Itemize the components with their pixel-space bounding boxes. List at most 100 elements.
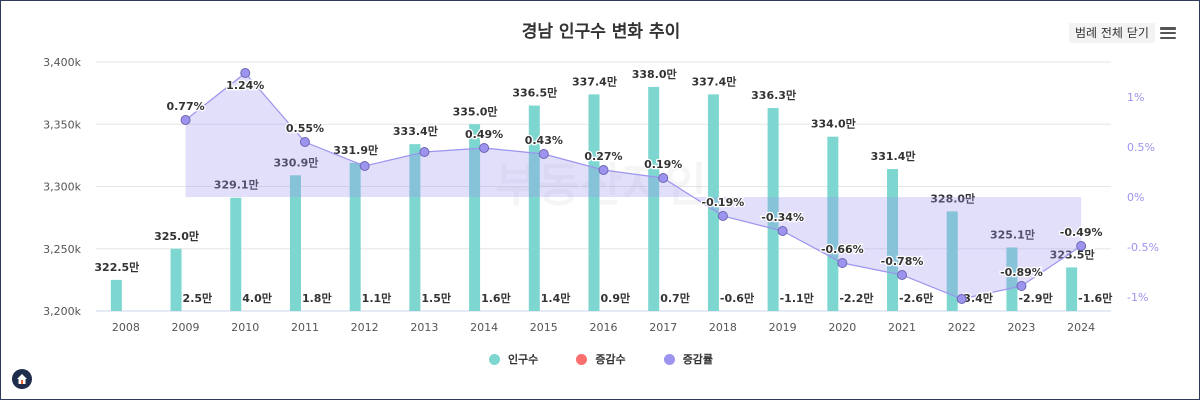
rate-point: [299, 137, 310, 147]
population-label: 338.0만: [632, 67, 677, 81]
population-label: 325.1만: [990, 228, 1035, 242]
rate-label: -0.66%: [821, 243, 864, 256]
population-bar: [1066, 267, 1078, 311]
population-label: 336.5만: [512, 86, 557, 100]
population-bar: [767, 108, 779, 311]
population-label: 325.0만: [154, 229, 199, 243]
x-axis-tick: 2020: [828, 321, 856, 334]
rate-point: [837, 258, 848, 268]
x-axis-tick: 2012: [351, 321, 379, 334]
rate-label: 1.24%: [226, 79, 264, 92]
rate-point: [598, 165, 609, 175]
x-axis-tick: 2010: [231, 321, 259, 334]
left-axis-tick: 3,250k: [43, 243, 81, 256]
rate-label: 0.19%: [644, 158, 682, 171]
left-axis-tick: 3,300k: [43, 181, 81, 194]
population-bar: [887, 169, 899, 311]
rate-point: [419, 147, 430, 157]
rate-point: [956, 294, 967, 304]
home-icon[interactable]: [12, 369, 32, 389]
x-axis-tick: 2009: [172, 321, 200, 334]
legend: 인구수 증감수 증감률: [1, 351, 1199, 367]
population-label: 328.0만: [930, 191, 975, 205]
rate-label: -0.19%: [702, 196, 745, 209]
legend-dot: [663, 353, 675, 365]
x-axis-tick: 2024: [1067, 321, 1095, 334]
left-axis-tick: 3,350k: [43, 118, 81, 131]
right-axis-tick: 0%: [1127, 191, 1144, 204]
x-axis-tick: 2017: [649, 321, 677, 334]
change-label: -3.4만: [959, 291, 993, 305]
population-bar: [588, 94, 600, 312]
change-label: 0.9만: [601, 291, 631, 305]
change-label: 2.5만: [183, 291, 213, 305]
population-bar: [827, 136, 839, 311]
population-label: 335.0만: [453, 104, 498, 118]
population-bar: [648, 86, 660, 312]
legend-label: 증감수: [595, 353, 626, 366]
rate-point: [1076, 241, 1087, 251]
legend-toggle-button[interactable]: 범례 전체 닫기: [1069, 23, 1155, 43]
population-label: 336.3만: [751, 88, 796, 102]
rate-point: [479, 143, 490, 153]
legend-label: 증감률: [682, 353, 714, 366]
population-bar: [170, 248, 182, 311]
population-label: 331.4만: [871, 149, 916, 163]
x-axis-tick: 2011: [291, 321, 319, 334]
population-label: 337.4만: [572, 74, 617, 88]
rate-point: [897, 270, 908, 280]
rate-point: [240, 68, 251, 78]
rate-point: [777, 226, 788, 236]
x-axis-tick: 2019: [769, 321, 797, 334]
population-bar: [469, 124, 481, 311]
population-label: 323.5만: [1050, 247, 1095, 261]
right-axis-tick: 0.5%: [1127, 141, 1155, 154]
rate-label: 0.77%: [166, 100, 204, 113]
hamburger-icon[interactable]: [1160, 27, 1176, 40]
population-label: 329.1만: [214, 178, 259, 192]
population-bar: [1006, 247, 1018, 311]
x-axis-tick: 2014: [470, 321, 498, 334]
change-label: 1.8만: [302, 291, 332, 305]
population-bar: [528, 105, 540, 311]
rate-label: 0.55%: [286, 122, 324, 135]
rate-label: 0.49%: [465, 128, 503, 141]
rate-label: -0.78%: [881, 255, 924, 268]
population-bar: [110, 279, 122, 311]
x-axis-tick: 2022: [948, 321, 976, 334]
population-bar: [707, 94, 719, 312]
change-label: -2.2만: [839, 291, 873, 305]
legend-item-population[interactable]: 인구수: [488, 351, 539, 367]
change-label: -0.6만: [720, 291, 754, 305]
x-axis-tick: 2023: [1007, 321, 1035, 334]
change-label: -2.6만: [899, 291, 933, 305]
legend-item-rate[interactable]: 증감률: [663, 351, 714, 367]
left-axis-tick: 3,200k: [43, 305, 81, 318]
population-bar: [289, 175, 301, 311]
right-axis-tick: -1%: [1127, 291, 1148, 304]
x-axis-tick: 2008: [112, 321, 140, 334]
x-axis-tick: 2013: [410, 321, 438, 334]
legend-label: 인구수: [507, 353, 539, 366]
population-label: 331.9만: [333, 143, 378, 157]
legend-dot: [488, 353, 500, 365]
rate-line: [185, 72, 1082, 300]
population-label: 333.4만: [393, 124, 438, 138]
change-label: 1.6만: [481, 291, 511, 305]
change-label: 1.1만: [362, 291, 392, 305]
population-bar: [946, 211, 958, 311]
legend-item-change[interactable]: 증감수: [576, 351, 626, 367]
rate-label: 0.43%: [525, 134, 563, 147]
population-label: 337.4만: [691, 74, 736, 88]
right-axis-tick: -0.5%: [1127, 241, 1159, 254]
change-label: 1.4만: [541, 291, 571, 305]
right-axis-tick: 1%: [1127, 91, 1144, 104]
population-label: 334.0만: [811, 117, 856, 131]
left-axis-tick: 3,400k: [43, 56, 81, 69]
x-axis-tick: 2015: [530, 321, 558, 334]
rate-point: [717, 211, 728, 221]
legend-dot: [576, 353, 588, 365]
x-axis-tick: 2021: [888, 321, 916, 334]
population-bar: [230, 197, 242, 311]
